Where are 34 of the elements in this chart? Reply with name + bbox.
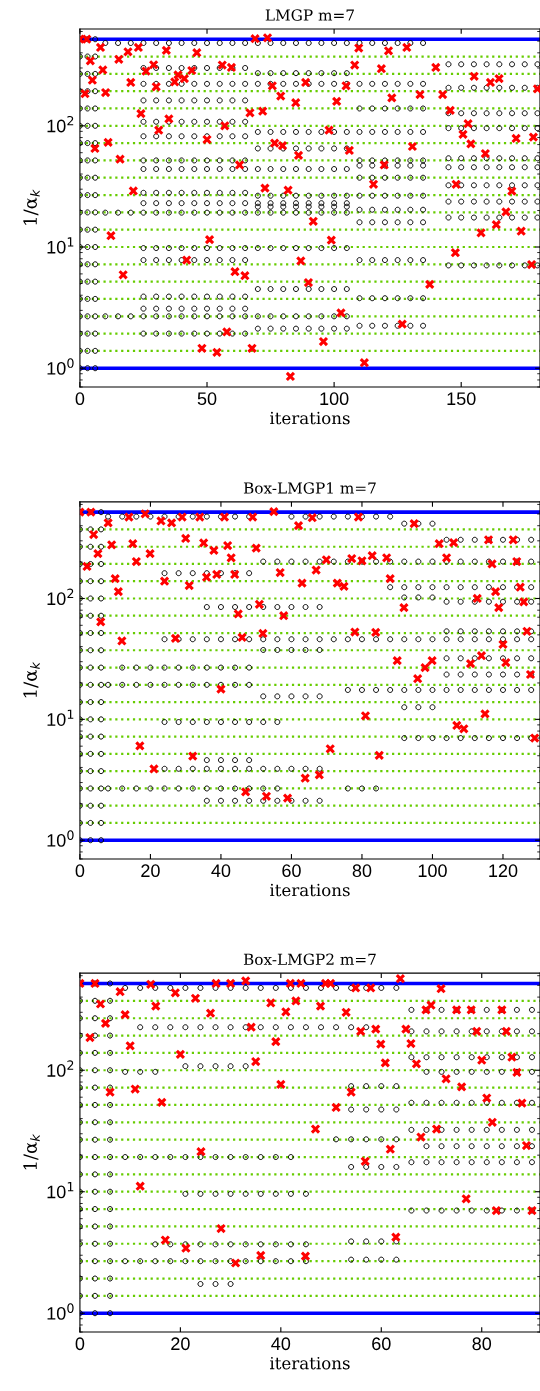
- x-tick-label: 80: [472, 1337, 492, 1351]
- x-tick-label: 60: [372, 1337, 391, 1351]
- x-axis-title: iterations: [269, 1356, 350, 1370]
- y-tick-label: 10$^{2}$: [47, 115, 74, 133]
- chart-title: Box-LMGP2 m=7: [243, 953, 376, 966]
- y-tick-label: 10$^{2}$: [47, 1060, 74, 1077]
- y-tick-label: 10$^{1}$: [47, 237, 74, 254]
- x-tick-label: 40: [211, 864, 231, 878]
- chart-title: LMGP m=7: [265, 9, 354, 21]
- y-tick-label: 10$^{1}$: [47, 1182, 74, 1199]
- x-tick-label: 50: [197, 392, 217, 406]
- x-tick-label: 0: [75, 392, 85, 406]
- x-tick-label: 80: [352, 864, 372, 878]
- y-axis-title: 1/α$_{k}$: [23, 661, 40, 698]
- x-tick-label: 150: [447, 392, 476, 406]
- x-tick-label: 0: [75, 1337, 85, 1351]
- y-tick-label: 10$^{0}$: [47, 358, 74, 375]
- x-tick-label: 60: [282, 864, 301, 878]
- y-axis-title: 1/α$_{k}$: [23, 189, 40, 225]
- y-tick-label: 10$^{1}$: [47, 709, 74, 726]
- x-axis-title: iterations: [269, 411, 350, 425]
- x-tick-label: 40: [271, 1337, 291, 1351]
- chart-title: Box-LMGP1 m=7: [243, 482, 376, 494]
- x-tick-label: 100: [418, 864, 447, 878]
- x-tick-label: 120: [489, 864, 518, 878]
- x-axis-title: iterations: [269, 883, 350, 897]
- x-tick-label: 20: [141, 864, 160, 878]
- y-tick-label: 10$^{0}$: [47, 830, 74, 847]
- y-axis-title: 1/α$_{k}$: [23, 1133, 40, 1170]
- x-tick-label: 0: [75, 864, 85, 878]
- y-tick-label: 10$^{0}$: [47, 1303, 74, 1320]
- x-tick-label: 20: [171, 1337, 190, 1351]
- x-tick-label: 100: [320, 392, 349, 406]
- y-tick-label: 10$^{2}$: [47, 588, 74, 606]
